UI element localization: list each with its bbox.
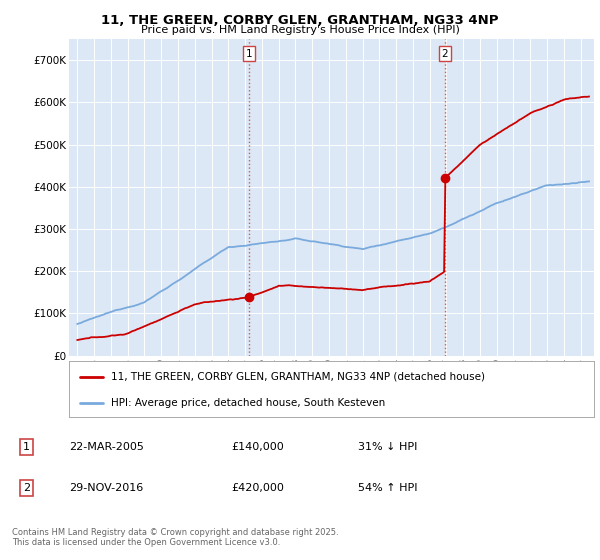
Text: 22-MAR-2005: 22-MAR-2005 bbox=[70, 442, 145, 452]
Text: Contains HM Land Registry data © Crown copyright and database right 2025.
This d: Contains HM Land Registry data © Crown c… bbox=[12, 528, 338, 547]
Text: HPI: Average price, detached house, South Kesteven: HPI: Average price, detached house, Sout… bbox=[111, 398, 385, 408]
Text: 2: 2 bbox=[442, 49, 448, 59]
Text: 2: 2 bbox=[23, 483, 30, 493]
Text: 1: 1 bbox=[245, 49, 252, 59]
Text: 31% ↓ HPI: 31% ↓ HPI bbox=[358, 442, 417, 452]
Text: 11, THE GREEN, CORBY GLEN, GRANTHAM, NG33 4NP (detached house): 11, THE GREEN, CORBY GLEN, GRANTHAM, NG3… bbox=[111, 372, 485, 382]
Text: £420,000: £420,000 bbox=[231, 483, 284, 493]
Text: 54% ↑ HPI: 54% ↑ HPI bbox=[358, 483, 417, 493]
Text: Price paid vs. HM Land Registry's House Price Index (HPI): Price paid vs. HM Land Registry's House … bbox=[140, 25, 460, 35]
Text: 29-NOV-2016: 29-NOV-2016 bbox=[70, 483, 144, 493]
Text: £140,000: £140,000 bbox=[231, 442, 284, 452]
Text: 11, THE GREEN, CORBY GLEN, GRANTHAM, NG33 4NP: 11, THE GREEN, CORBY GLEN, GRANTHAM, NG3… bbox=[101, 14, 499, 27]
Text: 1: 1 bbox=[23, 442, 30, 452]
